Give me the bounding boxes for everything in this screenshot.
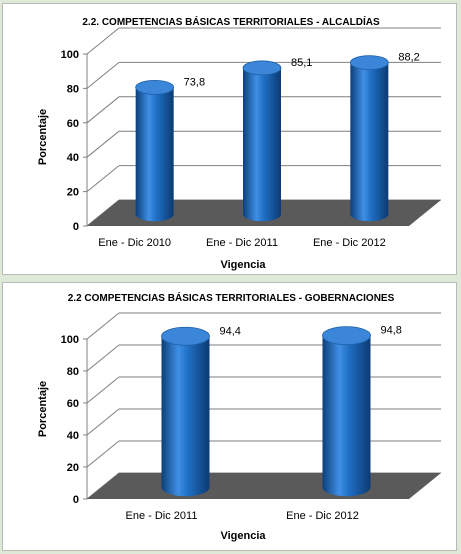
x-tick-label: Ene - Dic 2011 (206, 237, 278, 249)
y-tick-label: 0 (73, 494, 79, 506)
data-label: 94,4 (220, 325, 241, 337)
x-tick-label: Ene - Dic 2012 (286, 510, 359, 522)
x-tick-label: Ene - Dic 2011 (126, 510, 198, 522)
x-tick-label: Ene - Dic 2012 (313, 237, 386, 249)
gridline-diagonal (86, 376, 120, 404)
x-axis-label: Vigencia (220, 259, 266, 271)
gridline-diagonal (86, 344, 120, 372)
gridline-diagonal (86, 312, 120, 340)
data-label: 94,8 (381, 325, 402, 337)
chart-floor (87, 473, 441, 499)
bar-top (242, 60, 282, 76)
gridline-diagonal (86, 130, 120, 158)
bar-top (161, 326, 210, 346)
y-tick-label: 80 (67, 366, 79, 378)
y-tick-label: 60 (67, 118, 79, 130)
bar-top (135, 79, 175, 95)
bar-top (322, 326, 371, 346)
bar-2 (242, 60, 282, 222)
y-tick-label: 20 (67, 462, 79, 474)
y-tick-label: 100 (61, 334, 79, 346)
y-axis-label: Porcentaje (37, 109, 49, 165)
chart-panel-gobernaciones: 2.2 COMPETENCIAS BÁSICAS TERRITORIALES -… (2, 282, 457, 551)
x-axis-label: Vigencia (220, 530, 266, 542)
y-axis-label: Porcentaje (37, 381, 49, 437)
chart-title: 2.2. COMPETENCIAS BÁSICAS TERRITORIALES … (82, 15, 380, 28)
chart-panel-alcaldias: 2.2. COMPETENCIAS BÁSICAS TERRITORIALES … (2, 3, 457, 275)
bar-2 (322, 326, 371, 497)
bar-body (350, 62, 389, 222)
bar-1 (135, 79, 175, 222)
data-label: 88,2 (398, 52, 419, 64)
bar-3 (349, 55, 389, 222)
data-label: 85,1 (291, 57, 312, 69)
chart-title: 2.2 COMPETENCIAS BÁSICAS TERRITORIALES -… (68, 291, 395, 304)
y-tick-label: 0 (73, 221, 79, 233)
gridline-diagonal (86, 440, 120, 468)
gridline-diagonal (86, 96, 120, 124)
gridline-diagonal (86, 27, 120, 55)
y-tick-label: 100 (61, 49, 79, 61)
gridline-diagonal (86, 408, 120, 436)
bar-body (161, 336, 210, 497)
chart-alcaldias: 2.2. COMPETENCIAS BÁSICAS TERRITORIALES … (37, 15, 441, 271)
bar-1 (161, 326, 210, 497)
y-tick-label: 80 (67, 83, 79, 95)
y-tick-label: 20 (67, 187, 79, 199)
data-label: 73,8 (184, 76, 205, 88)
chart-gobernaciones: 2.2 COMPETENCIAS BÁSICAS TERRITORIALES -… (37, 291, 441, 542)
bar-top (349, 55, 389, 70)
gridline-diagonal (86, 62, 120, 89)
y-tick-label: 60 (67, 398, 79, 410)
bar-body (135, 87, 174, 222)
bar-body (243, 67, 281, 222)
y-tick-label: 40 (67, 152, 79, 164)
gridline-diagonal (86, 165, 120, 192)
bar-body (322, 335, 371, 497)
y-tick-label: 40 (67, 430, 79, 442)
x-tick-label: Ene - Dic 2010 (98, 237, 171, 249)
